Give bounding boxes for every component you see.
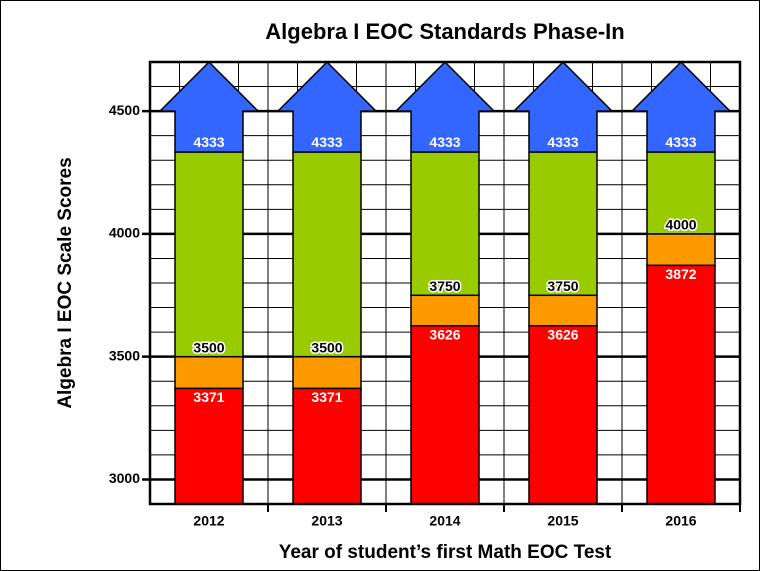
value-label: 3872 bbox=[665, 266, 696, 282]
bar-segment bbox=[292, 387, 362, 505]
bar-segment bbox=[410, 151, 480, 297]
x-axis-label: Year of student’s first Math EOC Test bbox=[279, 542, 612, 563]
bar-segment bbox=[528, 294, 598, 327]
arrow-label: 4333 bbox=[429, 134, 460, 150]
bar-segment bbox=[410, 324, 480, 505]
y-tick-label: 4000 bbox=[109, 225, 140, 241]
bar-segment bbox=[174, 387, 244, 505]
y-axis-label: Algebra I EOC Scale Scores bbox=[55, 157, 76, 408]
bar-segment bbox=[174, 355, 244, 390]
x-tick-label: 2014 bbox=[429, 513, 460, 529]
bar-segment bbox=[410, 294, 480, 327]
bar-segment bbox=[646, 151, 716, 235]
arrow bbox=[394, 60, 496, 153]
value-label: 3750 bbox=[547, 278, 578, 294]
value-label: 3626 bbox=[429, 326, 460, 342]
value-label: 3371 bbox=[193, 389, 224, 405]
bar-segment bbox=[528, 324, 598, 505]
value-label: 4000 bbox=[665, 217, 696, 233]
bar-segment bbox=[646, 233, 716, 267]
value-label: 3371 bbox=[311, 389, 342, 405]
value-label: 3626 bbox=[547, 326, 578, 342]
bar-segment bbox=[292, 355, 362, 390]
y-tick-label: 3500 bbox=[109, 347, 140, 363]
arrow-label: 4333 bbox=[193, 134, 224, 150]
y-tick-label: 4500 bbox=[109, 102, 140, 118]
value-label: 3750 bbox=[429, 278, 460, 294]
arrow bbox=[630, 60, 732, 153]
arrow-label: 4333 bbox=[665, 134, 696, 150]
x-tick-label: 2012 bbox=[193, 513, 224, 529]
bar-segment bbox=[646, 264, 716, 505]
x-tick-label: 2016 bbox=[665, 513, 696, 529]
arrow bbox=[158, 60, 260, 153]
value-label: 3500 bbox=[193, 339, 224, 355]
bar-segment bbox=[174, 151, 244, 358]
arrow bbox=[512, 60, 614, 153]
y-tick-label: 3000 bbox=[109, 470, 140, 486]
arrow-label: 4333 bbox=[547, 134, 578, 150]
bar-segment bbox=[528, 151, 598, 297]
arrow-label: 4333 bbox=[311, 134, 342, 150]
x-tick-label: 2015 bbox=[547, 513, 578, 529]
value-label: 3500 bbox=[311, 339, 342, 355]
bar-segment bbox=[292, 151, 362, 358]
arrow bbox=[276, 60, 378, 153]
plot-border bbox=[148, 60, 742, 506]
x-tick-label: 2013 bbox=[311, 513, 342, 529]
chart-title: Algebra I EOC Standards Phase-In bbox=[265, 19, 624, 44]
